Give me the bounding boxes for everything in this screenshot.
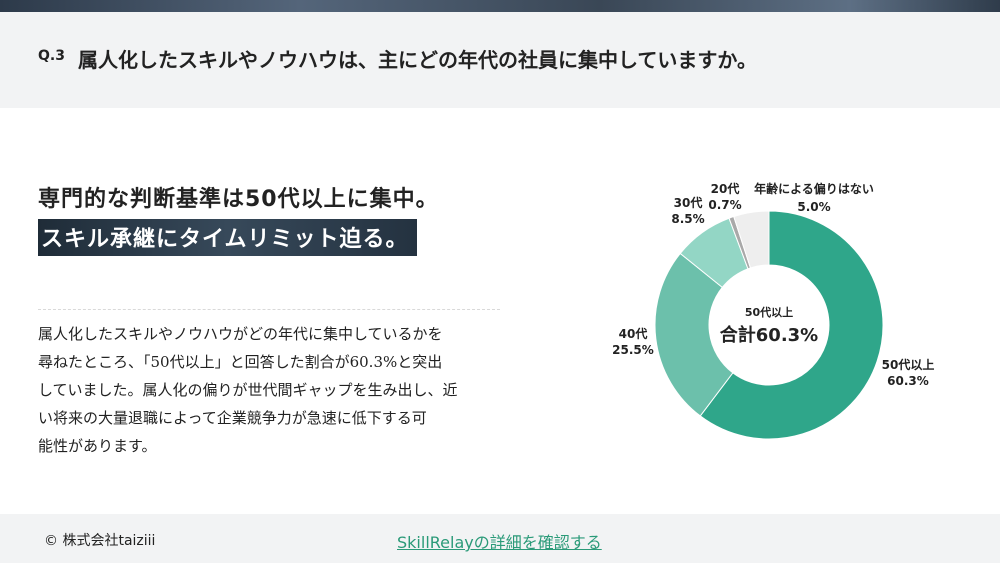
label-20s-value: 0.7% <box>708 198 741 212</box>
question-text: 属人化したスキルやノウハウは、主にどの年代の社員に集中していますか。 <box>78 48 757 72</box>
label-50s-value: 60.3% <box>887 374 929 388</box>
body-paragraph: 属人化したスキルやノウハウがどの年代に集中しているかを 尋ねたところ、「50代以… <box>38 320 508 460</box>
body-line: していました。属人化の偏りが世代間ギャップを生み出し、近 <box>38 381 458 399</box>
skillrelay-details-link[interactable]: SkillRelayの詳細を確認する <box>397 533 602 552</box>
label-no-bias-name: 年齢による偏りはない <box>754 181 874 196</box>
footer-bar <box>0 514 1000 563</box>
question-bar <box>0 12 1000 108</box>
question-number: Q.3 <box>38 48 65 64</box>
copyright: © 株式会社taiziii <box>44 533 156 549</box>
label-20s-name: 20代 <box>711 181 740 196</box>
label-40s-value: 25.5% <box>612 343 654 357</box>
center-label-line-1: 50代以上 <box>745 305 793 319</box>
label-no-bias-value: 5.0% <box>797 200 830 214</box>
donut-slice-0 <box>699 210 884 440</box>
headline-line-1: 専門的な判断基準は50代以上に集中。 <box>38 187 439 212</box>
body-line: 能性があります。 <box>38 437 157 455</box>
body-line: 属人化したスキルやノウハウがどの年代に集中しているかを <box>38 325 443 343</box>
donut-chart: 50代以上 合計60.3% 50代以上 60.3% 40代 25.5% 30代 … <box>612 181 935 440</box>
headline-line-2: スキル承継にタイムリミット迫る。 <box>38 219 417 256</box>
donut-slice-1 <box>654 252 734 417</box>
header-image-strip <box>0 0 1000 12</box>
divider <box>38 309 500 310</box>
body-line: い将来の大量退職によって企業競争力が急速に低下する可 <box>38 409 427 427</box>
donut-slice-4 <box>733 210 770 269</box>
label-40s-name: 40代 <box>619 326 648 341</box>
label-30s-name: 30代 <box>674 195 703 210</box>
body-line: 尋ねたところ、「50代以上」と回答した割合が60.3%と突出 <box>38 353 443 371</box>
center-label-line-2: 合計60.3% <box>720 324 818 346</box>
label-30s-value: 8.5% <box>671 212 704 226</box>
label-50s-name: 50代以上 <box>882 357 935 372</box>
